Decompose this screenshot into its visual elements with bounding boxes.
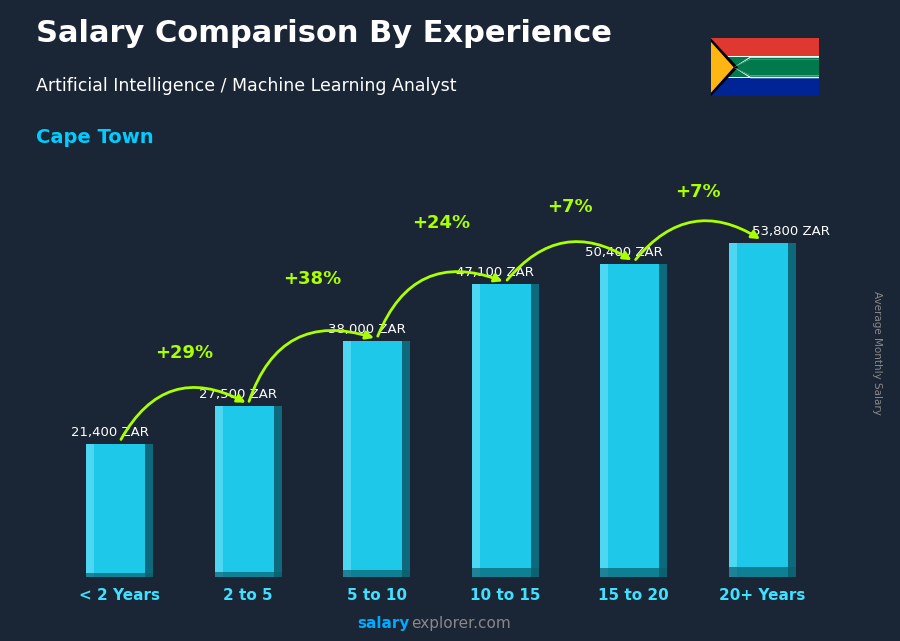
Text: +38%: +38% [284,270,342,288]
Text: Cape Town: Cape Town [36,128,154,147]
FancyBboxPatch shape [472,284,480,577]
Polygon shape [734,67,819,77]
Text: Artificial Intelligence / Machine Learning Analyst: Artificial Intelligence / Machine Learni… [36,77,456,95]
FancyBboxPatch shape [343,341,410,577]
FancyBboxPatch shape [788,243,796,577]
FancyBboxPatch shape [86,444,94,577]
FancyBboxPatch shape [215,406,282,577]
Text: Average Monthly Salary: Average Monthly Salary [872,290,883,415]
FancyBboxPatch shape [215,406,222,577]
Polygon shape [734,67,819,78]
FancyBboxPatch shape [215,572,282,577]
FancyBboxPatch shape [343,341,351,577]
Text: +29%: +29% [155,344,213,362]
Polygon shape [734,56,819,67]
Text: salary: salary [357,617,410,631]
FancyBboxPatch shape [729,567,796,577]
Text: 27,500 ZAR: 27,500 ZAR [199,388,277,401]
FancyBboxPatch shape [600,264,608,577]
Text: 53,800 ZAR: 53,800 ZAR [752,225,830,238]
Bar [711,67,819,96]
FancyBboxPatch shape [729,243,796,577]
Text: 50,400 ZAR: 50,400 ZAR [585,246,662,259]
FancyBboxPatch shape [274,406,282,577]
FancyBboxPatch shape [472,568,539,577]
FancyBboxPatch shape [729,243,737,577]
FancyBboxPatch shape [660,264,667,577]
Text: 38,000 ZAR: 38,000 ZAR [328,323,406,336]
Bar [711,58,819,77]
FancyBboxPatch shape [600,264,667,577]
Bar [711,57,819,78]
FancyBboxPatch shape [86,444,153,577]
Text: explorer.com: explorer.com [411,617,511,631]
Text: +7%: +7% [547,198,592,216]
Text: Salary Comparison By Experience: Salary Comparison By Experience [36,19,612,48]
Text: 21,400 ZAR: 21,400 ZAR [71,426,148,439]
FancyBboxPatch shape [145,444,153,577]
Polygon shape [711,38,738,96]
Bar [711,56,819,78]
Polygon shape [711,42,733,93]
Polygon shape [734,58,819,67]
FancyBboxPatch shape [86,573,153,577]
Text: +7%: +7% [675,183,721,201]
Text: 47,100 ZAR: 47,100 ZAR [456,267,535,279]
FancyBboxPatch shape [402,341,410,577]
Bar [711,38,819,67]
FancyBboxPatch shape [472,284,539,577]
FancyBboxPatch shape [343,570,410,577]
FancyBboxPatch shape [600,567,667,577]
Text: +24%: +24% [412,213,470,232]
FancyBboxPatch shape [531,284,539,577]
